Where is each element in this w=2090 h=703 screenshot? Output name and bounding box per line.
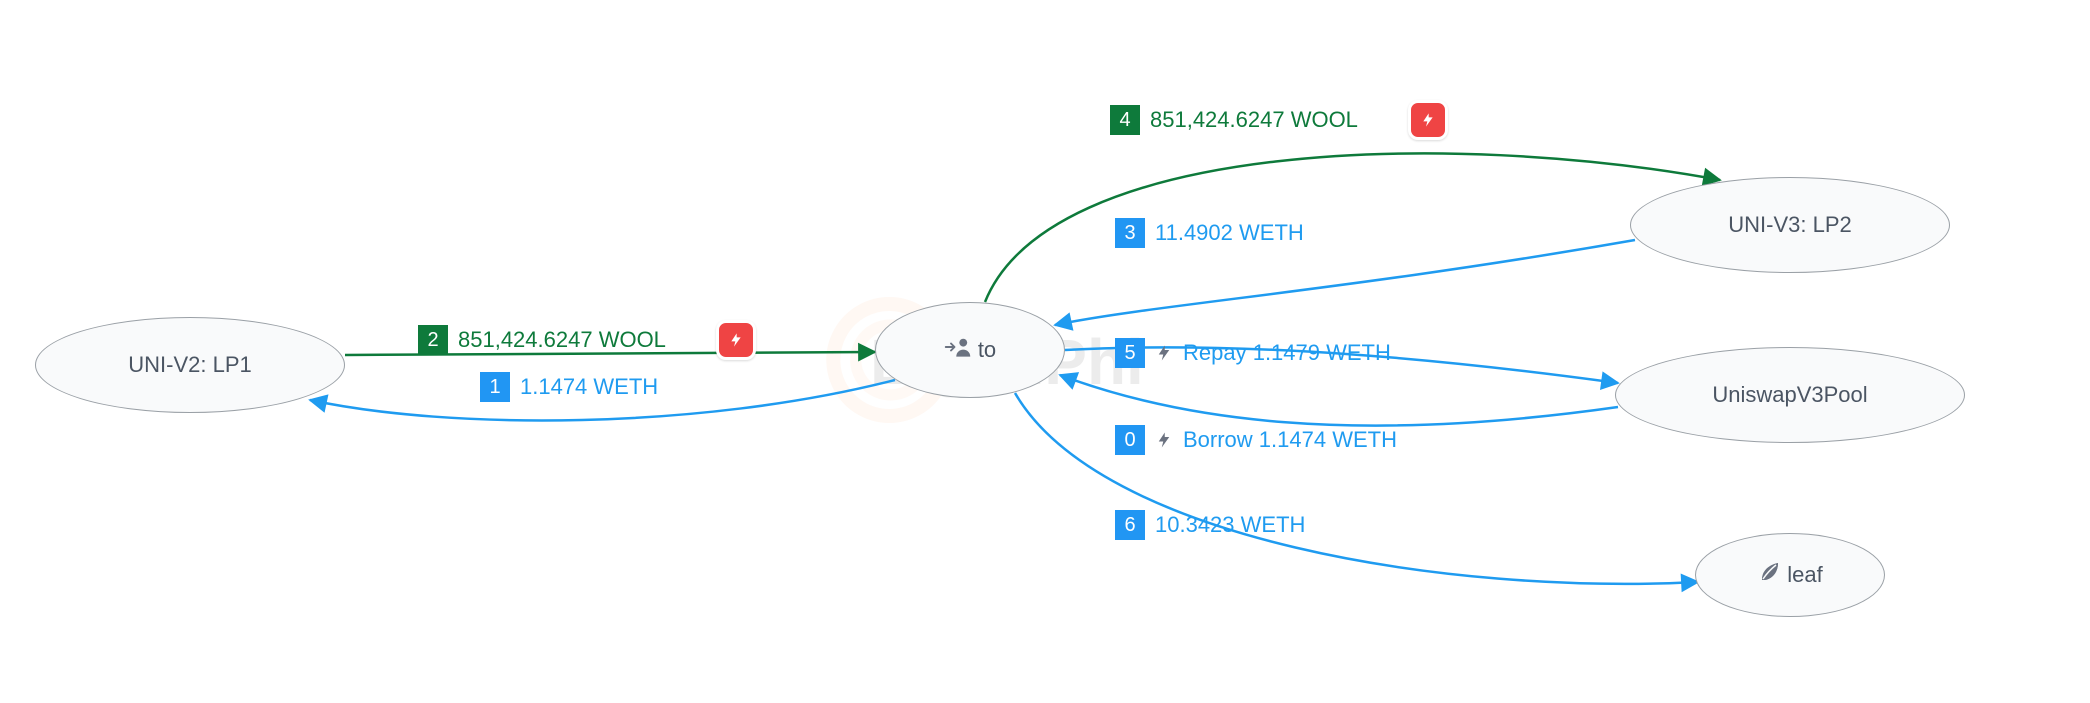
edge-0: [1060, 375, 1618, 426]
edge-6: [1015, 393, 1698, 584]
flash-badge-icon: [1408, 100, 1448, 140]
node-lp2[interactable]: UNI-V3: LP2: [1630, 177, 1950, 273]
step-badge: 1: [480, 372, 510, 402]
node-label: leaf: [1787, 562, 1822, 588]
bolt-icon: [1155, 342, 1173, 364]
step-badge: 4: [1110, 105, 1140, 135]
edge-text: 851,424.6247 WOOL: [458, 327, 666, 353]
edge-text: 11.4902 WETH: [1155, 220, 1304, 246]
edge-label-1: 1 1.1474 WETH: [480, 372, 658, 402]
edge-label-3: 3 11.4902 WETH: [1115, 218, 1304, 248]
node-to[interactable]: to: [875, 302, 1065, 398]
user-arrow-icon: [944, 336, 972, 364]
node-label: UNI-V2: LP1: [128, 352, 252, 378]
edge-4: [985, 153, 1720, 302]
node-pool[interactable]: UniswapV3Pool: [1615, 347, 1965, 443]
node-label: to: [978, 337, 996, 363]
edge-text: 10.3423 WETH: [1155, 512, 1305, 538]
edge-label-2: 2 851,424.6247 WOOL: [418, 320, 756, 360]
edge-text: 851,424.6247 WOOL: [1150, 107, 1358, 133]
node-leaf[interactable]: leaf: [1695, 533, 1885, 617]
edge-label-6: 6 10.3423 WETH: [1115, 510, 1305, 540]
edge-text: 1.1474 WETH: [520, 374, 658, 400]
edge-text: Repay 1.1479 WETH: [1183, 340, 1391, 366]
step-badge: 5: [1115, 338, 1145, 368]
leaf-icon: [1757, 560, 1781, 590]
edge-label-4: 4 851,424.6247 WOOL: [1110, 100, 1448, 140]
step-badge: 6: [1115, 510, 1145, 540]
flash-badge-icon: [716, 320, 756, 360]
node-label: UniswapV3Pool: [1712, 382, 1867, 408]
edge-3: [1055, 240, 1635, 325]
step-badge: 2: [418, 325, 448, 355]
bolt-icon: [1155, 429, 1173, 451]
edge-text: Borrow 1.1474 WETH: [1183, 427, 1397, 453]
node-lp1[interactable]: UNI-V2: LP1: [35, 317, 345, 413]
step-badge: 0: [1115, 425, 1145, 455]
node-label: UNI-V3: LP2: [1728, 212, 1852, 238]
edge-label-0: 0 Borrow 1.1474 WETH: [1115, 425, 1397, 455]
edge-label-5: 5 Repay 1.1479 WETH: [1115, 338, 1391, 368]
step-badge: 3: [1115, 218, 1145, 248]
